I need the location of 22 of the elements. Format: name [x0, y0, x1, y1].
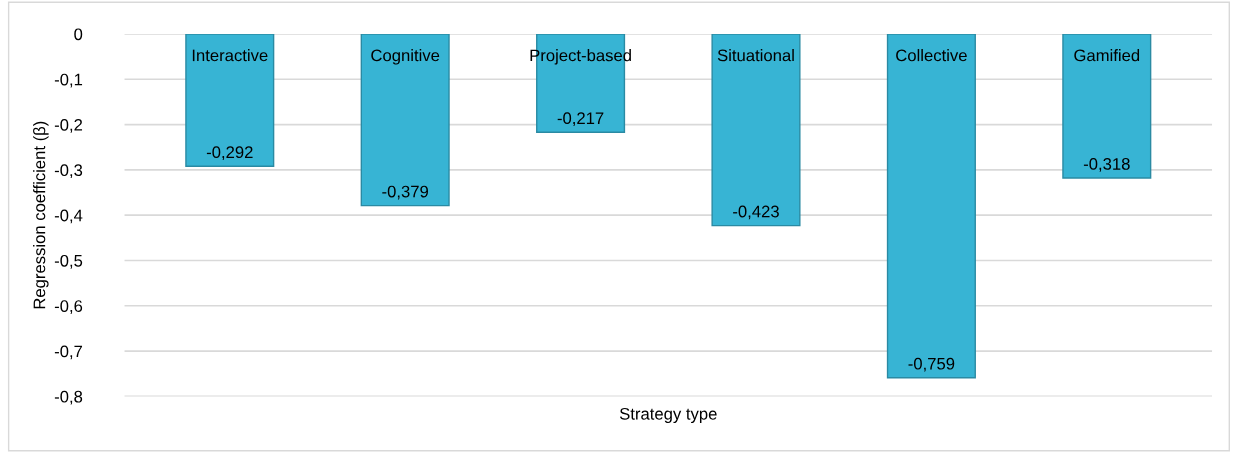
y-axis-title: Regression coefficient (β): [33, 121, 49, 309]
x-axis-title: Strategy type: [619, 407, 717, 424]
x-tick-label: Cognitive: [371, 49, 440, 65]
x-tick-label: Interactive: [192, 49, 268, 62]
y-tick-label: -0,3: [54, 164, 83, 179]
data-label: -0,759: [908, 357, 955, 372]
x-tick-label: Collective: [896, 49, 967, 62]
y-tick-label: -0,4: [54, 209, 83, 224]
y-tick-label: -0,5: [54, 254, 83, 269]
y-tick-label: -0,8: [54, 390, 83, 405]
y-tick-label: -0,7: [54, 345, 83, 360]
data-label: -0,217: [557, 112, 604, 127]
data-label: -0,379: [382, 185, 429, 200]
data-label: -0,318: [1083, 158, 1130, 172]
data-label: -0,423: [733, 205, 779, 220]
y-tick-label: 0: [74, 28, 83, 41]
y-tick-label: -0,2: [54, 118, 83, 133]
x-tick-label: Gamified: [1074, 49, 1140, 62]
data-label: -0,292: [206, 146, 253, 161]
x-tick-label: Situational: [717, 49, 794, 62]
y-tick-label: -0,1: [54, 73, 83, 88]
y-tick-label: -0,6: [54, 300, 83, 314]
